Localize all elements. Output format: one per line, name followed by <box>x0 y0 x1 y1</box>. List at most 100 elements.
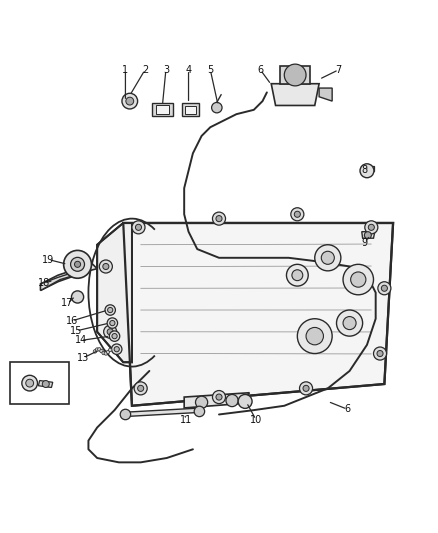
Circle shape <box>212 391 226 403</box>
Circle shape <box>22 375 38 391</box>
Circle shape <box>26 379 34 387</box>
Circle shape <box>99 260 113 273</box>
Circle shape <box>110 331 120 341</box>
Circle shape <box>381 285 388 292</box>
Circle shape <box>216 394 222 400</box>
Polygon shape <box>123 408 201 417</box>
Circle shape <box>132 221 145 234</box>
Circle shape <box>336 310 363 336</box>
Circle shape <box>108 308 113 313</box>
Circle shape <box>216 215 222 222</box>
Circle shape <box>321 251 334 264</box>
Circle shape <box>138 385 144 391</box>
Circle shape <box>135 224 141 230</box>
Text: 16: 16 <box>66 316 78 326</box>
Text: 19: 19 <box>42 255 54 264</box>
Circle shape <box>300 382 313 395</box>
Circle shape <box>306 327 323 345</box>
Circle shape <box>212 212 226 225</box>
Polygon shape <box>319 88 332 101</box>
Circle shape <box>71 257 85 271</box>
Polygon shape <box>182 103 199 116</box>
Circle shape <box>104 352 108 355</box>
Circle shape <box>377 351 383 357</box>
Text: 12: 12 <box>28 384 40 394</box>
Circle shape <box>104 325 117 338</box>
Polygon shape <box>362 232 375 238</box>
Circle shape <box>365 221 378 234</box>
Circle shape <box>303 385 309 391</box>
Circle shape <box>286 264 308 286</box>
Circle shape <box>194 406 205 417</box>
Circle shape <box>71 291 84 303</box>
Circle shape <box>315 245 341 271</box>
Circle shape <box>126 97 134 105</box>
Text: 18: 18 <box>38 278 50 288</box>
Text: 1: 1 <box>122 65 128 75</box>
Text: 6: 6 <box>344 404 350 414</box>
Circle shape <box>195 396 208 408</box>
Bar <box>10 362 69 403</box>
Circle shape <box>294 211 300 217</box>
Text: 10: 10 <box>250 415 262 425</box>
Polygon shape <box>39 381 53 387</box>
Circle shape <box>374 347 387 360</box>
Circle shape <box>110 320 115 326</box>
Circle shape <box>297 319 332 353</box>
Polygon shape <box>184 393 250 408</box>
Circle shape <box>114 346 119 352</box>
Circle shape <box>74 261 81 268</box>
Circle shape <box>102 351 106 355</box>
Text: 4: 4 <box>185 65 191 75</box>
Circle shape <box>93 350 97 353</box>
Circle shape <box>351 272 366 287</box>
Circle shape <box>364 232 371 239</box>
Circle shape <box>291 208 304 221</box>
Text: 7: 7 <box>336 65 342 75</box>
Circle shape <box>360 164 374 177</box>
Circle shape <box>284 64 306 86</box>
Circle shape <box>95 348 99 351</box>
Circle shape <box>122 93 138 109</box>
Polygon shape <box>271 84 319 106</box>
Text: 15: 15 <box>70 326 82 336</box>
Circle shape <box>103 263 109 270</box>
Polygon shape <box>365 166 374 171</box>
Circle shape <box>226 394 238 407</box>
Text: 3: 3 <box>163 65 169 75</box>
Polygon shape <box>41 272 78 290</box>
Circle shape <box>105 305 116 315</box>
Text: 9: 9 <box>362 238 368 247</box>
Circle shape <box>98 348 101 351</box>
Circle shape <box>106 350 110 354</box>
Circle shape <box>378 282 391 295</box>
Circle shape <box>212 102 222 113</box>
Circle shape <box>368 224 374 230</box>
Text: 17: 17 <box>61 298 74 309</box>
Circle shape <box>112 334 117 339</box>
Polygon shape <box>123 223 393 406</box>
Polygon shape <box>41 264 97 290</box>
Polygon shape <box>156 106 169 114</box>
Text: 6: 6 <box>257 65 263 75</box>
Polygon shape <box>280 66 311 84</box>
Circle shape <box>100 349 103 353</box>
Text: 11: 11 <box>180 415 192 425</box>
Polygon shape <box>97 223 132 362</box>
Circle shape <box>134 382 147 395</box>
Text: 8: 8 <box>362 165 368 175</box>
Text: 5: 5 <box>207 65 213 75</box>
Polygon shape <box>185 106 196 114</box>
Polygon shape <box>152 103 173 116</box>
Circle shape <box>120 409 131 419</box>
Text: 2: 2 <box>142 65 148 75</box>
Text: 14: 14 <box>74 335 87 345</box>
Circle shape <box>343 264 374 295</box>
Circle shape <box>107 329 113 335</box>
Circle shape <box>107 318 117 328</box>
Text: 13: 13 <box>77 353 89 363</box>
Circle shape <box>238 394 252 408</box>
Circle shape <box>292 270 303 281</box>
Circle shape <box>112 344 122 354</box>
Circle shape <box>64 251 92 278</box>
